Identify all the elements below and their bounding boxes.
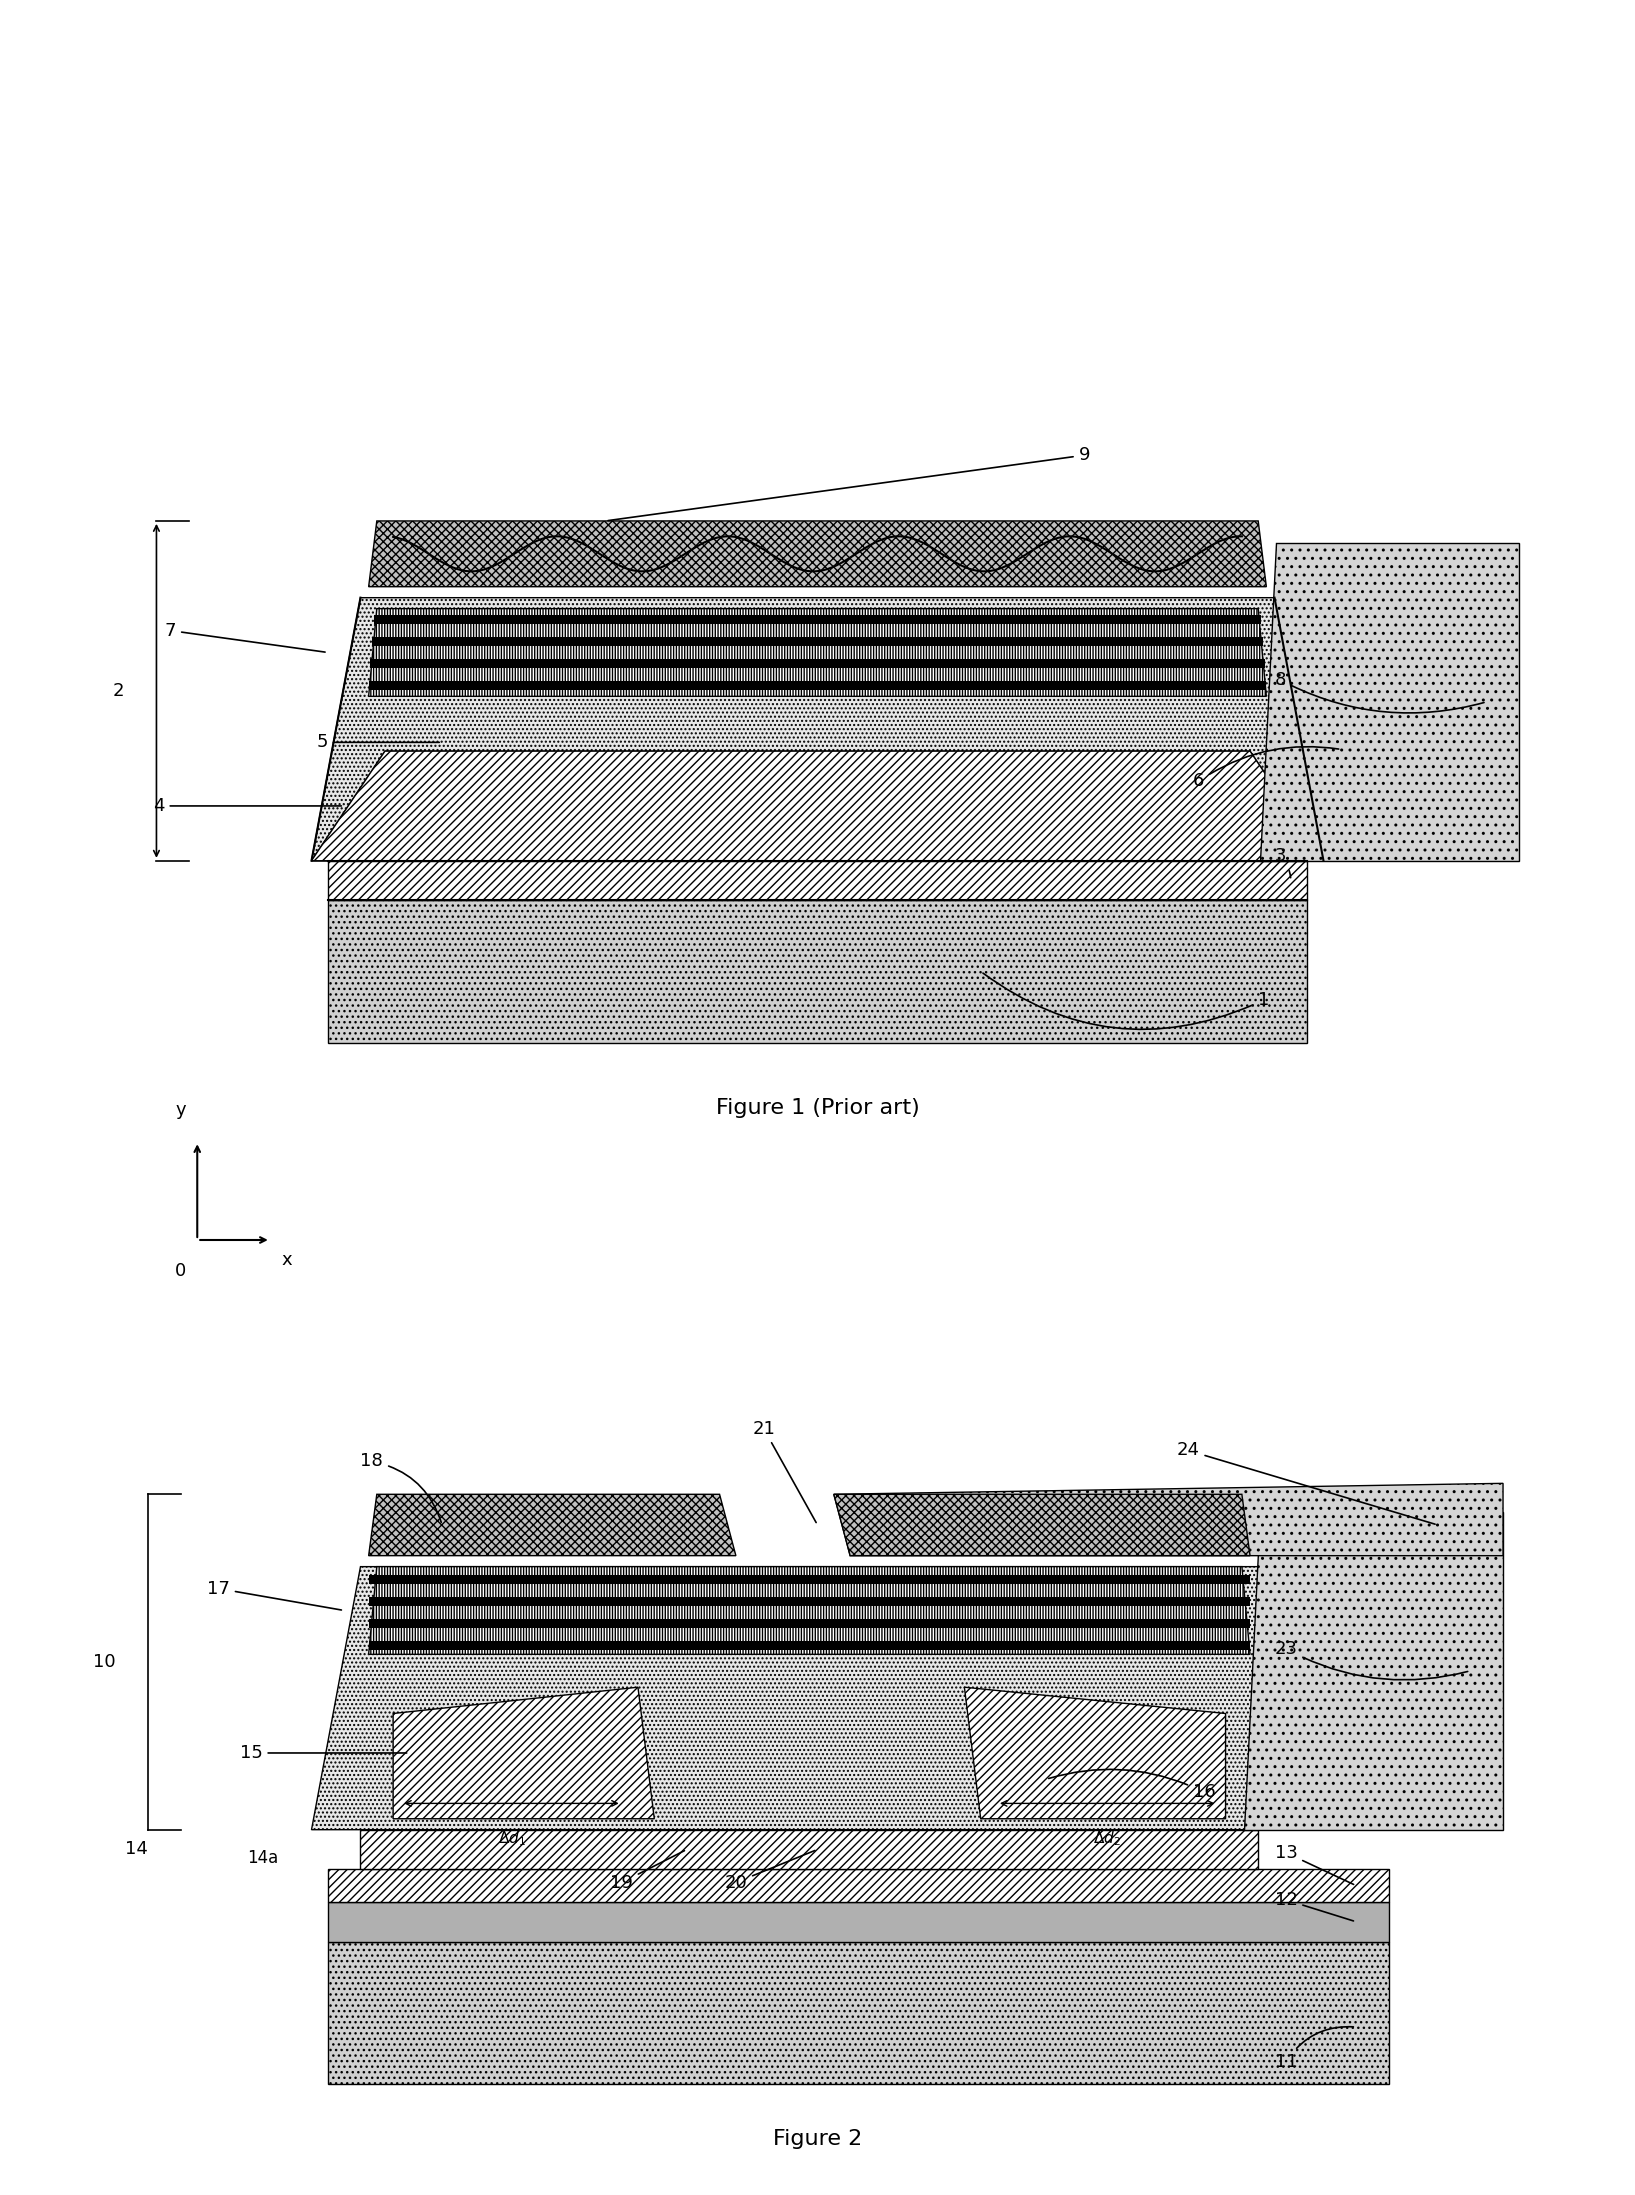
Text: 0: 0: [175, 1262, 186, 1280]
Text: 9: 9: [608, 446, 1091, 520]
Polygon shape: [392, 1688, 654, 1820]
Polygon shape: [1244, 1512, 1503, 1831]
Bar: [368, 1642, 1251, 1651]
Text: 17: 17: [208, 1580, 342, 1609]
Polygon shape: [368, 520, 1267, 586]
Text: 12: 12: [1275, 1890, 1354, 1921]
Polygon shape: [368, 1567, 1251, 1655]
Text: 8: 8: [1275, 672, 1485, 713]
Polygon shape: [368, 1495, 736, 1556]
Text: $\Delta d_1$: $\Delta d_1$: [497, 1831, 525, 1848]
Polygon shape: [1261, 542, 1519, 860]
Polygon shape: [965, 1688, 1226, 1820]
Text: $\Delta d_2$: $\Delta d_2$: [1094, 1831, 1122, 1848]
Text: 1: 1: [983, 972, 1269, 1029]
Text: 14a: 14a: [247, 1848, 280, 1868]
Bar: [329, 900, 1306, 1043]
Bar: [329, 1870, 1388, 1903]
Bar: [373, 615, 1262, 623]
Text: 11: 11: [1275, 2026, 1354, 2072]
Text: 13: 13: [1275, 1844, 1354, 1886]
Text: 20: 20: [724, 1850, 814, 1892]
Text: 10: 10: [93, 1653, 116, 1670]
Text: x: x: [281, 1251, 293, 1269]
Text: 18: 18: [360, 1453, 441, 1523]
Bar: [371, 637, 1264, 645]
Text: 19: 19: [610, 1850, 685, 1892]
Polygon shape: [312, 1567, 1306, 1831]
Bar: [368, 1598, 1251, 1607]
Text: 23: 23: [1275, 1640, 1468, 1679]
Text: 15: 15: [240, 1745, 407, 1763]
Polygon shape: [312, 751, 1323, 860]
Text: 3: 3: [1275, 847, 1290, 878]
Bar: [368, 1620, 1251, 1629]
Polygon shape: [368, 608, 1267, 696]
Text: 6: 6: [1194, 746, 1339, 790]
Text: Figure 1 (Prior art): Figure 1 (Prior art): [716, 1098, 919, 1119]
Polygon shape: [312, 597, 1323, 860]
Bar: [329, 1903, 1388, 1943]
Bar: [329, 1943, 1388, 2083]
Text: 4: 4: [154, 797, 342, 814]
Polygon shape: [834, 1484, 1503, 1556]
Bar: [368, 680, 1267, 689]
Text: 24: 24: [1177, 1442, 1436, 1523]
Polygon shape: [834, 1495, 1251, 1556]
Text: 7: 7: [165, 621, 325, 652]
Text: Figure 2: Figure 2: [773, 2129, 862, 2149]
Bar: [360, 1831, 1259, 1870]
Polygon shape: [312, 751, 1323, 860]
Text: 16: 16: [1048, 1769, 1216, 1802]
Text: y: y: [175, 1102, 186, 1119]
Bar: [329, 860, 1306, 900]
Bar: [370, 658, 1265, 667]
Bar: [368, 1576, 1251, 1585]
Text: 21: 21: [752, 1420, 816, 1523]
Text: 2: 2: [113, 683, 124, 700]
Text: 5: 5: [316, 733, 440, 751]
Text: 14: 14: [126, 1839, 149, 1859]
